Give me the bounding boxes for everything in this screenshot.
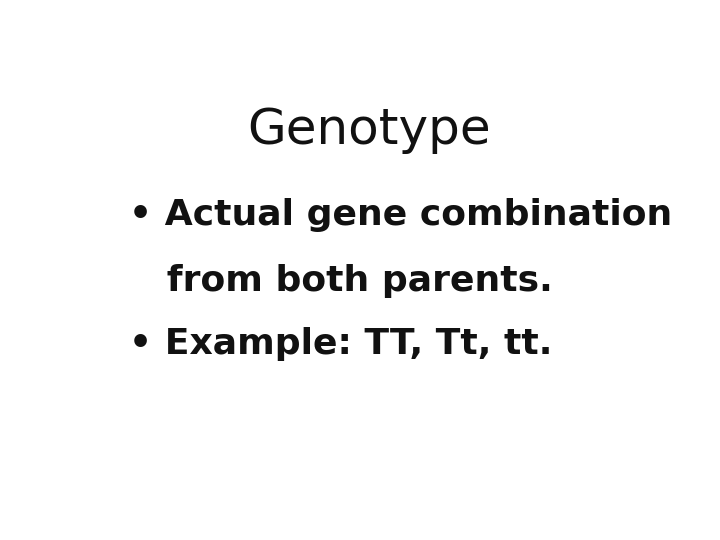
- Text: from both parents.: from both parents.: [129, 265, 553, 299]
- Text: • Actual gene combination: • Actual gene combination: [129, 198, 672, 232]
- Text: Genotype: Genotype: [247, 106, 491, 154]
- Text: • Example: TT, Tt, tt.: • Example: TT, Tt, tt.: [129, 327, 552, 361]
